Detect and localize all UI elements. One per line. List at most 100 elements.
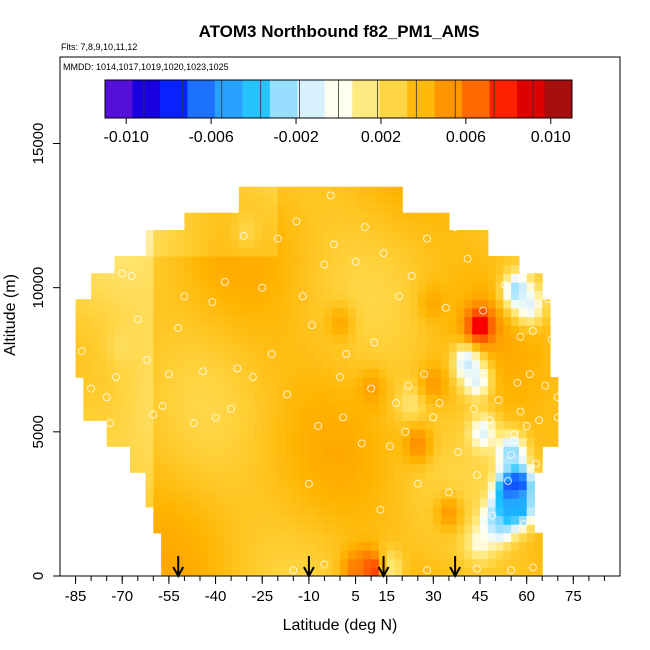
heatmap-cell — [363, 550, 372, 560]
heatmap-cell — [301, 489, 310, 499]
heatmap-cell — [262, 446, 271, 456]
heatmap-cell — [386, 307, 396, 318]
heatmap-cell — [518, 472, 528, 482]
heatmap-cell — [332, 368, 341, 378]
heatmap-cell — [363, 532, 372, 542]
heatmap-cell — [534, 394, 543, 404]
heatmap-cell — [246, 506, 256, 517]
heatmap-cell — [332, 524, 341, 534]
heatmap-cell — [223, 212, 232, 222]
heatmap-cell — [394, 506, 403, 517]
heatmap-cell — [161, 446, 170, 456]
heatmap-cell — [254, 351, 263, 361]
heatmap-cell — [145, 281, 154, 292]
heatmap-cell — [402, 342, 411, 352]
heatmap-cell — [168, 247, 178, 257]
heatmap-cell — [410, 221, 419, 231]
heatmap-cell — [98, 333, 108, 344]
heatmap-cell — [394, 472, 403, 482]
heatmap-cell — [495, 541, 504, 551]
heatmap-cell — [161, 325, 170, 335]
heatmap-cell — [363, 394, 372, 404]
heatmap-cell — [231, 273, 240, 283]
heatmap-cell — [480, 333, 489, 344]
heatmap-cell — [386, 515, 396, 525]
heatmap-cell — [324, 359, 333, 369]
heatmap-cell — [495, 255, 504, 266]
heatmap-cell — [153, 472, 162, 482]
heatmap-cell — [495, 567, 504, 577]
heatmap-cell — [285, 463, 294, 473]
heatmap-cell — [487, 368, 497, 378]
heatmap-cell — [246, 377, 256, 387]
heatmap-cell — [231, 411, 240, 421]
heatmap-cell — [472, 230, 481, 240]
heatmap-cell — [340, 541, 349, 551]
heatmap-cell — [168, 325, 178, 335]
heatmap-cell — [215, 290, 224, 300]
heatmap-cell — [200, 255, 209, 266]
heatmap-cell — [433, 247, 442, 257]
heatmap-cell — [223, 489, 232, 499]
heatmap-cell — [254, 342, 263, 352]
heatmap-cell — [277, 385, 287, 395]
heatmap-cell — [441, 212, 450, 222]
heatmap-cell — [495, 532, 504, 542]
heatmap-cell — [98, 316, 108, 326]
heatmap-cell — [308, 472, 318, 482]
heatmap-cell — [378, 515, 388, 525]
heatmap-cell — [402, 221, 411, 231]
heatmap-cell — [176, 558, 186, 568]
heatmap-cell — [316, 195, 326, 205]
heatmap-cell — [238, 342, 248, 352]
heatmap-cell — [145, 325, 154, 335]
heatmap-cell — [324, 489, 333, 499]
heatmap-cell — [246, 307, 256, 318]
heatmap-cell — [534, 541, 543, 551]
heatmap-cell — [347, 212, 357, 222]
heatmap-cell — [518, 515, 528, 525]
heatmap-cell — [192, 307, 201, 318]
heatmap-cell — [98, 411, 108, 421]
heatmap-cell — [363, 489, 372, 499]
sample-point — [211, 413, 220, 422]
heatmap-cell — [386, 506, 396, 517]
heatmap-cell — [122, 359, 131, 369]
heatmap-cell — [223, 316, 232, 326]
heatmap-cell — [394, 247, 403, 257]
heatmap-cell — [254, 195, 263, 205]
heatmap-cell — [215, 377, 224, 387]
heatmap-cell — [503, 290, 512, 300]
heatmap-cell — [106, 299, 116, 309]
heatmap-cell — [192, 515, 201, 525]
heatmap-cell — [285, 411, 294, 421]
heatmap-cell — [371, 454, 380, 465]
heatmap-cell — [518, 316, 528, 326]
heatmap-cell — [410, 532, 419, 542]
colorbar-frame — [104, 79, 573, 119]
heatmap-cell — [394, 385, 403, 395]
heatmap-cell — [308, 532, 318, 542]
heatmap-cell — [285, 558, 294, 568]
heatmap-cell — [410, 403, 419, 413]
heatmap-cell — [347, 221, 357, 231]
heatmap-cell — [425, 368, 434, 378]
heatmap-cell — [511, 472, 520, 482]
heatmap-cell — [511, 316, 520, 326]
heatmap-cell — [386, 446, 396, 456]
x-tick-label: 75 — [565, 588, 582, 605]
heatmap-cell — [270, 255, 279, 266]
heatmap-cell — [402, 524, 411, 534]
heatmap-cell — [246, 550, 256, 560]
heatmap-cell — [355, 230, 364, 240]
heatmap-cell — [192, 238, 201, 248]
heatmap-cell — [145, 489, 154, 499]
heatmap-cell — [518, 498, 528, 508]
heatmap-cell — [464, 342, 473, 352]
heatmap-cell — [192, 385, 201, 395]
heatmap-cell — [472, 325, 481, 335]
heatmap-cell — [184, 567, 193, 577]
heatmap-cell — [192, 316, 201, 326]
heatmap-cell — [324, 567, 333, 577]
heatmap-cell — [495, 264, 504, 274]
